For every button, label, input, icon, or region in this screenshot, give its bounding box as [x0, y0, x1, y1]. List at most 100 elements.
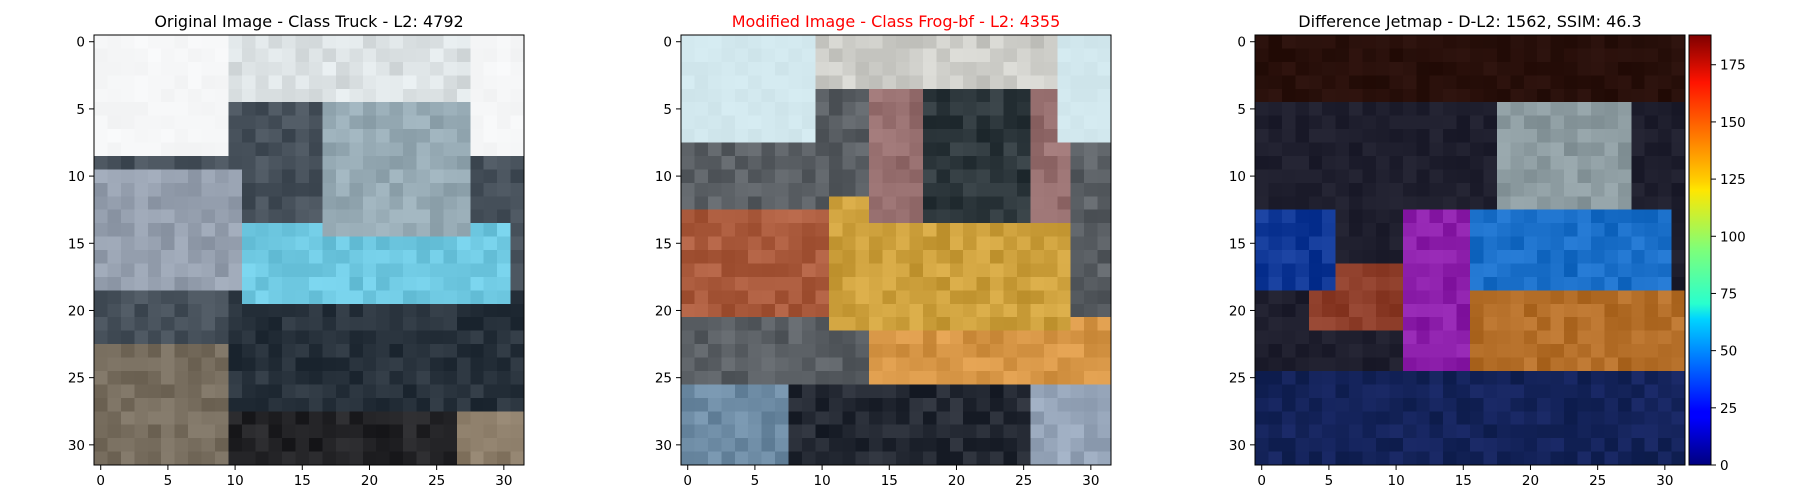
pixel — [748, 48, 763, 63]
pixel — [1590, 411, 1605, 426]
pixel — [120, 155, 135, 170]
pixel — [681, 303, 696, 318]
pixel — [1577, 169, 1592, 184]
pixel — [909, 451, 924, 466]
pixel — [788, 290, 803, 305]
pixel — [470, 411, 485, 426]
pixel — [896, 61, 911, 76]
pixel — [1389, 357, 1404, 372]
pixel — [134, 142, 149, 157]
pixel — [1322, 236, 1337, 251]
pixel — [1671, 169, 1686, 184]
pixel — [1322, 48, 1337, 63]
pixel — [1349, 411, 1364, 426]
pixel — [1349, 48, 1364, 63]
pixel — [748, 263, 763, 278]
pixel — [1456, 236, 1471, 251]
pixel — [1389, 276, 1404, 291]
pixel — [510, 48, 525, 63]
pixel — [1295, 223, 1310, 238]
pixel — [963, 169, 978, 184]
pixel — [282, 250, 297, 265]
pixel — [1255, 384, 1270, 399]
pixel — [855, 263, 870, 278]
pixel — [1097, 438, 1112, 453]
pixel — [1043, 115, 1058, 130]
pixel — [990, 35, 1005, 50]
pixel — [1658, 451, 1673, 466]
pixel — [775, 75, 790, 90]
pixel — [483, 330, 498, 345]
pixel — [882, 317, 897, 332]
pixel — [94, 48, 109, 63]
pixel — [896, 75, 911, 90]
pixel — [1658, 263, 1673, 278]
pixel — [1644, 276, 1659, 291]
pixel — [134, 397, 149, 412]
pixel — [470, 182, 485, 197]
pixel — [1470, 196, 1485, 211]
pixel — [1097, 142, 1112, 157]
pixel — [1016, 438, 1031, 453]
pixel — [1496, 155, 1511, 170]
pixel — [1402, 397, 1417, 412]
pixel — [510, 155, 525, 170]
pixel — [1456, 169, 1471, 184]
pixel — [1097, 276, 1112, 291]
pixel — [882, 263, 897, 278]
pixel — [721, 330, 736, 345]
pixel — [1389, 48, 1404, 63]
pixel — [510, 35, 525, 50]
pixel — [1057, 384, 1072, 399]
pixel — [1255, 357, 1270, 372]
pixel — [828, 155, 843, 170]
pixel — [1308, 344, 1323, 359]
pixel — [1295, 303, 1310, 318]
pixel — [1295, 411, 1310, 426]
pixel — [1281, 129, 1296, 144]
pixel — [1443, 276, 1458, 291]
pixel — [295, 88, 310, 103]
pixel — [120, 357, 135, 372]
pixel — [483, 129, 498, 144]
pixel — [976, 411, 991, 426]
pixel — [707, 263, 722, 278]
pixel — [228, 263, 243, 278]
pixel — [483, 115, 498, 130]
pixel — [1604, 250, 1619, 265]
pixel — [228, 61, 243, 76]
pixel — [174, 424, 189, 439]
pixel — [497, 182, 512, 197]
pixel — [147, 263, 162, 278]
pixel — [1604, 129, 1619, 144]
pixel — [761, 115, 776, 130]
pixel — [1604, 451, 1619, 466]
x-tick-label: 15 — [881, 473, 898, 489]
pixel — [201, 370, 216, 385]
pixel — [134, 115, 149, 130]
pixel — [1537, 236, 1552, 251]
pixel — [94, 209, 109, 224]
pixel — [788, 250, 803, 265]
pixel — [748, 61, 763, 76]
pixel — [1402, 317, 1417, 332]
x-tick-label: 20 — [948, 473, 965, 489]
pixel — [1322, 209, 1337, 224]
pixel — [376, 424, 391, 439]
pixel — [761, 370, 776, 385]
pixel — [1483, 35, 1498, 50]
pixel — [801, 142, 816, 157]
pixel — [1590, 357, 1605, 372]
pixel — [214, 438, 229, 453]
pixel — [335, 75, 350, 90]
pixel — [909, 169, 924, 184]
pixel — [1349, 424, 1364, 439]
pixel — [882, 330, 897, 345]
pixel — [1043, 303, 1058, 318]
pixel — [282, 75, 297, 90]
pixel — [1496, 102, 1511, 117]
pixel — [1577, 115, 1592, 130]
pixel — [1389, 303, 1404, 318]
pixel — [990, 397, 1005, 412]
pixel — [416, 263, 431, 278]
